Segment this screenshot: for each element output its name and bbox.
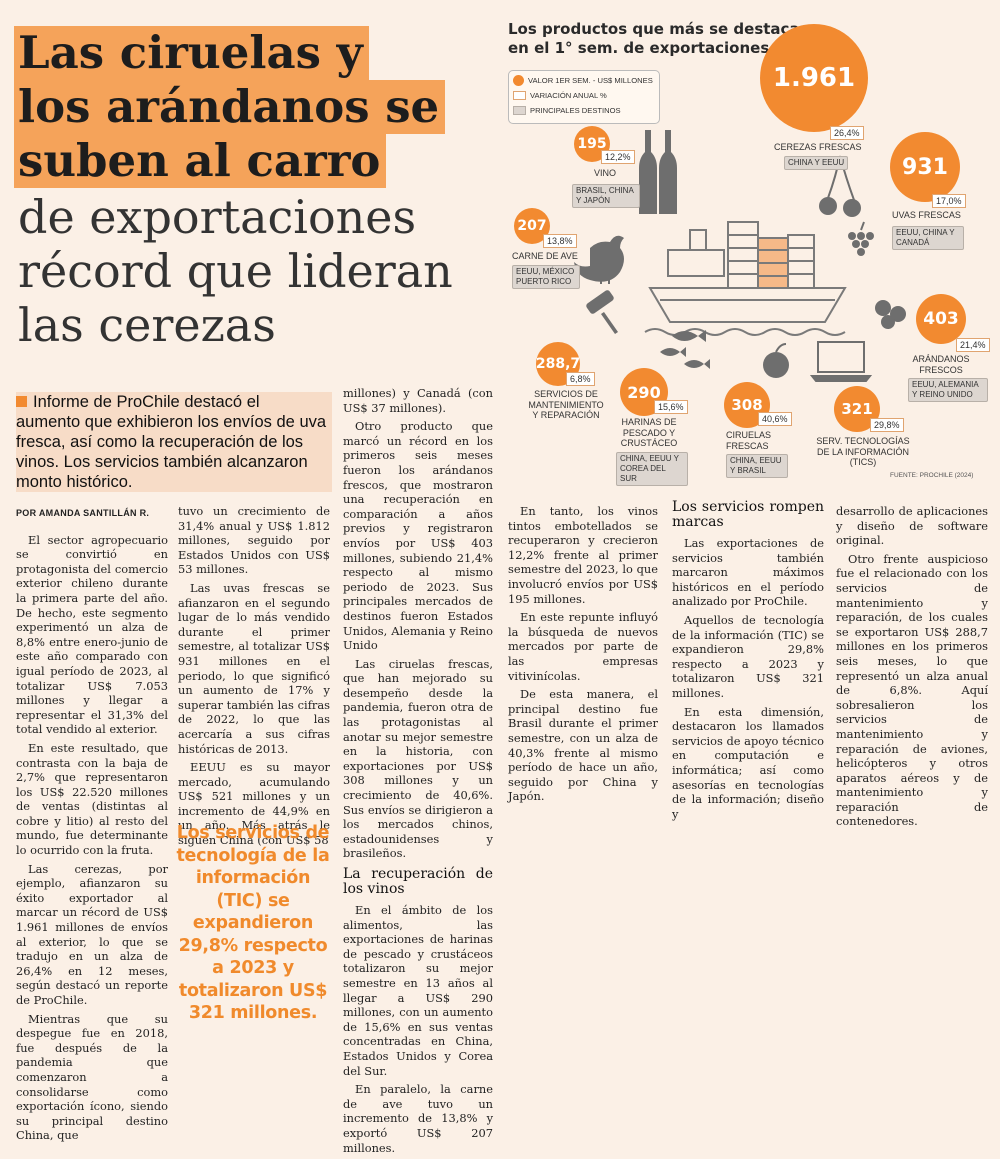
fish-icon: [660, 330, 710, 369]
paint-roller-icon: [586, 290, 618, 334]
legend-variation: VARIACIÓN ANUAL %: [513, 91, 607, 100]
dest-harinas: CHINA, EEUU Y COREA DEL SUR: [616, 452, 688, 486]
value-circle-arandanos: 403: [916, 294, 966, 344]
paragraph: Las exportaciones de servicios también m…: [672, 536, 824, 609]
paragraph: Mientras que su despegue fue en 2018, fu…: [16, 1011, 168, 1143]
dest-cerezas: CHINA Y EEUU: [784, 156, 849, 170]
paragraph: En paralelo, la carne de ave tuvo un inc…: [343, 1082, 493, 1155]
label-uvas: UVAS FRESCAS: [892, 210, 961, 220]
paragraph: Las uvas frescas se afianzaron en el seg…: [178, 580, 330, 756]
label-vino: VINO: [594, 168, 617, 178]
label-arandanos: ARÁNDANOS FRESCOS: [912, 354, 970, 375]
variation-box-icon: [513, 91, 526, 100]
label-mant: SERVICIOS DE MANTENIMIENTO Y REPARACIÓN: [528, 389, 604, 420]
paragraph: Otro frente auspicioso fue el relacionad…: [836, 551, 988, 829]
value-circle-uvas: 931: [890, 132, 960, 202]
value-circle-tics: 321: [834, 386, 880, 432]
dest-arandanos: EEUU, ALEMANIA Y REINO UNIDO: [908, 378, 988, 402]
byline: POR AMANDA SANTILLÁN R.: [16, 508, 150, 518]
legend-destinations: PRINCIPALES DESTINOS: [513, 106, 621, 115]
pct-badge-cerezas: 26,4%: [830, 126, 864, 140]
lead-text: Informe de ProChile destacó el aumento q…: [16, 393, 327, 491]
paragraph: De esta manera, el principal destino fue…: [508, 687, 658, 804]
article-column-3: millones) y Canadá (con US$ 37 millones)…: [343, 386, 493, 1159]
cargo-ship-icon: [644, 221, 847, 336]
infographic-title-line: en el 1° sem. de exportaciones: [508, 39, 770, 57]
dest-vino: BRASIL, CHINA Y JAPÓN: [572, 184, 640, 208]
bullet-square-icon: [16, 396, 27, 407]
pct-badge-mant: 6,8%: [566, 372, 595, 386]
paragraph: En este resultado, que contrasta con la …: [16, 740, 168, 858]
subhead-vinos: La recuperación de los vinos: [343, 866, 493, 897]
pull-quote: Los servicios de tecnología de la inform…: [176, 823, 330, 1023]
value-circle-vino: 195: [574, 126, 610, 162]
headline-line-1: Las ciruelas y: [14, 26, 369, 80]
legend-value: VALOR 1ER SEM. - US$ MILLONES: [513, 75, 653, 86]
article-column-6: desarrollo de aplicaciones y diseño de s…: [836, 504, 988, 833]
paragraph: En el ámbito de los alimentos, las expor…: [343, 903, 493, 1078]
pct-badge-vino: 12,2%: [601, 150, 635, 164]
subhead-servicios: Los servicios rompen marcas: [672, 499, 824, 530]
article-column-1: POR AMANDA SANTILLÁN R. El sector agrope…: [16, 506, 168, 1147]
infographic-illustrations: [574, 130, 906, 382]
paragraph: Las cerezas, por ejemplo, afianzaron su …: [16, 861, 168, 1007]
infographic-title: Los productos que más se destacaron en e…: [508, 20, 828, 58]
paragraph: En esta dimensión, destacaron los llamad…: [672, 704, 824, 821]
paragraph: desarrollo de aplicaciones y diseño de s…: [836, 504, 988, 548]
value-circle-cerezas: 1.961: [760, 24, 868, 132]
orange-dot-icon: [513, 75, 524, 86]
label-harinas: HARINAS DE PESCADO Y CRUSTÁCEO: [620, 417, 678, 448]
headline-line-6: las cerezas: [18, 298, 276, 352]
dest-ciruelas: CHINA, EEUU Y BRASIL: [726, 454, 788, 478]
paragraph: Otro producto que marcó un récord en los…: [343, 419, 493, 653]
pct-badge-tics: 29,8%: [870, 418, 904, 432]
paragraph: millones) y Canadá (con US$ 37 millones)…: [343, 386, 493, 415]
paragraph: El sector agropecuario se convirtió en p…: [16, 532, 168, 737]
paragraph: tuvo un crecimiento de 31,4% anual y US$…: [178, 504, 330, 577]
dest-ave: EEUU, MÉXICO PUERTO RICO: [512, 265, 580, 289]
article-column-4: En tanto, los vinos tintos embotellados …: [508, 504, 658, 808]
headline-line-2: los arándanos se: [14, 80, 446, 134]
label-ciruelas: CIRUELAS FRESCAS: [726, 430, 772, 451]
laptop-icon: [809, 341, 873, 382]
paragraph: EEUU es su mayor mercado, acumulando US$…: [178, 760, 330, 848]
chicken-icon: [574, 235, 624, 284]
destination-box-icon: [513, 106, 526, 115]
blueberries-icon: [875, 300, 906, 329]
pct-badge-harinas: 15,6%: [654, 400, 688, 414]
paragraph: Aquellos de tecnología de la información…: [672, 612, 824, 700]
paragraph: Las ciruelas frescas, que han mejorado s…: [343, 656, 493, 861]
headline-line-5: récord que lideran: [18, 244, 453, 298]
headline-line-4: de exportaciones: [18, 190, 417, 244]
article-column-2: tuvo un crecimiento de 31,4% anual y US$…: [178, 504, 330, 852]
pct-badge-uvas: 17,0%: [932, 194, 966, 208]
lead-paragraph: Informe de ProChile destacó el aumento q…: [16, 392, 332, 492]
paragraph: En tanto, los vinos tintos embotellados …: [508, 504, 658, 606]
source-note: FUENTE: PROCHILE (2024): [890, 472, 974, 479]
article-column-5: Los servicios rompen marcas Las exportac…: [672, 500, 824, 825]
infographic-title-line: Los productos que más se destacaron: [508, 20, 828, 38]
paragraph: En este repunte influyó la búsqueda de n…: [508, 610, 658, 683]
label-tics: SERV. TECNOLOGÍAS DE LA INFORMACIÓN (TIC…: [816, 436, 910, 467]
pct-badge-ciruelas: 40,6%: [758, 412, 792, 426]
plum-icon: [763, 343, 789, 378]
legend: VALOR 1ER SEM. - US$ MILLONES VARIACIÓN …: [508, 70, 660, 124]
grapes-icon: [848, 221, 874, 256]
pct-badge-arandanos: 21,4%: [956, 338, 990, 352]
label-ave: CARNE DE AVE: [512, 251, 578, 261]
wine-bottles-icon: [639, 130, 677, 214]
label-cerezas: CEREZAS FRESCAS: [774, 142, 862, 152]
headline-line-3: suben al carro: [14, 134, 387, 188]
dest-uvas: EEUU, CHINA Y CANADÁ: [892, 226, 964, 250]
pct-badge-ave: 13,8%: [543, 234, 577, 248]
